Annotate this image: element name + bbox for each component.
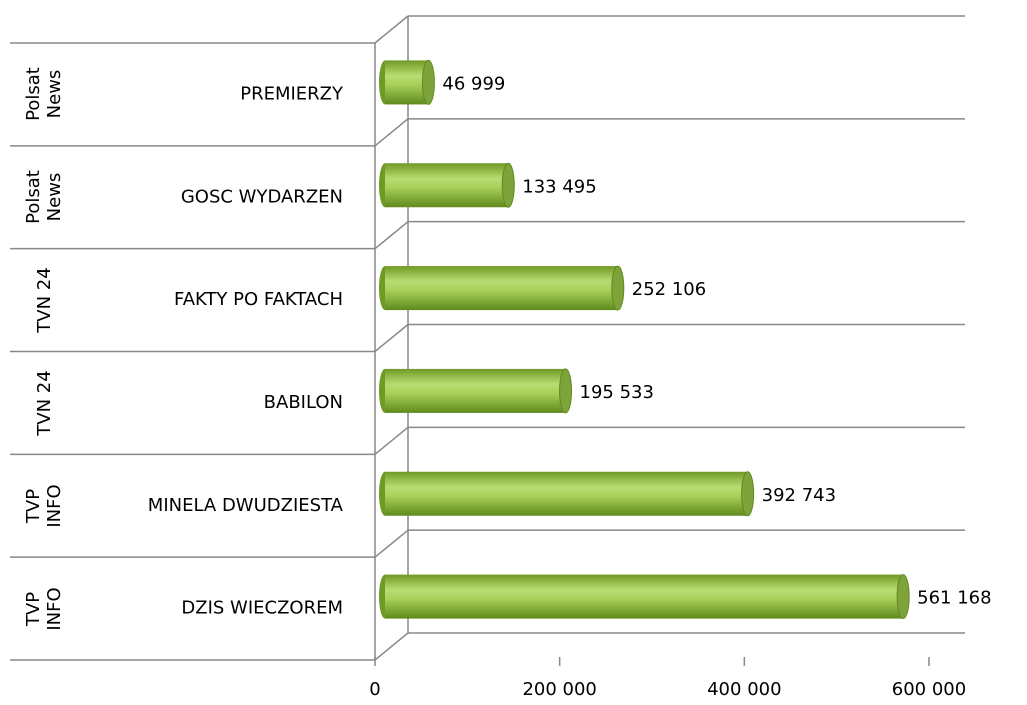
category-label: PREMIERZY xyxy=(240,83,344,104)
x-tick-label: 200 000 xyxy=(522,679,596,700)
category-label: GOSC WYDARZEN xyxy=(181,186,343,207)
bar-body xyxy=(385,60,429,105)
frame-line xyxy=(374,118,409,147)
bar xyxy=(379,368,573,414)
bar-cap xyxy=(896,574,910,620)
bar xyxy=(379,471,755,517)
data-label: 252 106 xyxy=(632,279,706,300)
frame-line xyxy=(374,15,409,44)
bar xyxy=(379,162,515,208)
data-label: 392 743 xyxy=(762,485,836,506)
x-tick-label: 400 000 xyxy=(707,679,781,700)
data-label: 133 495 xyxy=(522,176,596,197)
category-label: BABILON xyxy=(264,392,343,413)
bar xyxy=(379,574,910,620)
data-label: 46 999 xyxy=(442,73,505,94)
category-label: DZIS WIECZOREM xyxy=(181,598,343,619)
group-label: Polsat News xyxy=(23,170,65,225)
frame-line xyxy=(374,426,409,455)
group-label: TVN 24 xyxy=(33,370,55,436)
group-label: TVP INFO xyxy=(23,484,65,528)
bar xyxy=(379,59,435,105)
bar-body xyxy=(385,266,618,311)
group-label: Polsat News xyxy=(23,67,65,122)
data-label: 561 168 xyxy=(917,588,991,609)
bar xyxy=(379,265,625,311)
x-tick-label: 0 xyxy=(369,679,380,700)
frame-line xyxy=(374,323,409,353)
data-label: 195 533 xyxy=(580,382,654,403)
bar-body xyxy=(385,471,748,516)
frame-line xyxy=(374,632,409,661)
category-label: MINELA DWUDZIESTA xyxy=(148,495,344,516)
x-tick-label: 600 000 xyxy=(892,679,966,700)
group-label: TVN 24 xyxy=(33,267,55,333)
bar-cap xyxy=(501,162,515,208)
frame-line xyxy=(374,529,409,558)
bar-cap xyxy=(611,265,625,311)
bar-cap xyxy=(559,368,573,414)
bar-cap xyxy=(741,471,755,517)
bar-body xyxy=(385,368,566,413)
bar-body xyxy=(385,574,904,619)
category-label: FAKTY PO FAKTACH xyxy=(174,289,343,310)
group-label: TVP INFO xyxy=(23,586,65,631)
bar-cap xyxy=(421,59,435,105)
frame-line xyxy=(374,221,409,250)
bar-body xyxy=(385,163,509,208)
